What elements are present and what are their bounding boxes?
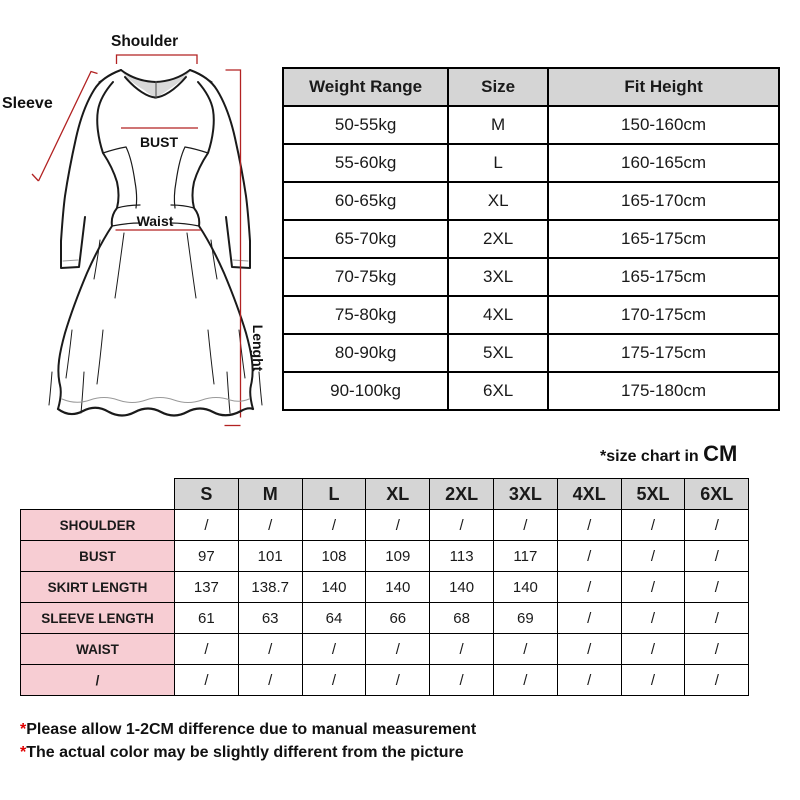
svg-text:Shoulder: Shoulder	[111, 33, 178, 50]
svg-text:BUST: BUST	[140, 134, 179, 150]
svg-text:Lenght: Lenght	[250, 325, 266, 372]
svg-text:Sleeve: Sleeve	[2, 95, 53, 112]
svg-text:Waist: Waist	[137, 213, 174, 229]
